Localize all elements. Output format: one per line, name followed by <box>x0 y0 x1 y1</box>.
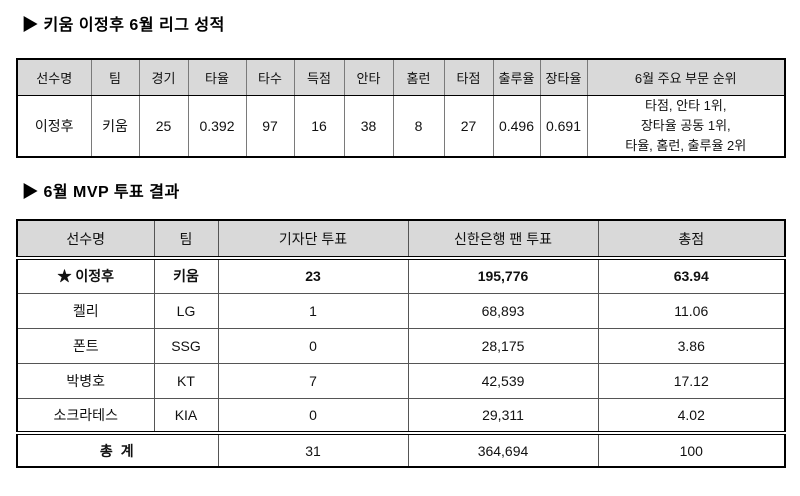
league-header-slg: 장타율 <box>539 59 588 96</box>
league-runs: 16 <box>293 95 345 157</box>
mvp-fan-votes: 28,175 <box>407 328 599 364</box>
mvp-press-votes: 0 <box>217 398 409 434</box>
mvp-player-name: 켈리 <box>16 293 155 329</box>
league-header-runs: 득점 <box>293 59 345 96</box>
mvp-player-name: 폰트 <box>16 328 155 364</box>
mvp-player-name: 소크라테스 <box>16 398 155 434</box>
mvp-total-score: 100 <box>597 431 786 467</box>
mvp-row-leejungho: ★ 이정후 키움 23 195,776 63.94 <box>16 258 786 294</box>
league-avg: 0.392 <box>187 95 247 157</box>
mvp-total-score: 4.02 <box>597 398 786 434</box>
rank-line-2: 장타율 공동 1위, <box>640 117 731 133</box>
league-header-obp: 출루율 <box>492 59 541 96</box>
mvp-total-score: 3.86 <box>597 328 786 364</box>
mvp-fan-votes: 42,539 <box>407 363 599 399</box>
mvp-fan-votes: 29,311 <box>407 398 599 434</box>
mvp-player-name: ★ 이정후 <box>16 258 155 294</box>
league-header-hits: 안타 <box>343 59 394 96</box>
mvp-row-socrates: 소크라테스 KIA 0 29,311 4.02 <box>16 398 786 434</box>
league-rank-cell: 타점, 안타 1위, 장타율 공동 1위, 타율, 홈런, 출루율 2위 <box>586 95 786 157</box>
mvp-team: LG <box>153 293 219 329</box>
mvp-row-parkbyungho: 박병호 KT 7 42,539 17.12 <box>16 363 786 399</box>
league-header-player: 선수명 <box>16 59 92 96</box>
document-page: ▶ 키움 이정후 6월 리그 성적 선수명 팀 경기 타율 타수 득점 안타 홈… <box>16 17 786 468</box>
league-data-row: 이정후 키움 25 0.392 97 16 38 8 27 0.496 0.69… <box>16 95 786 157</box>
league-header-avg: 타율 <box>187 59 247 96</box>
mvp-header-player: 선수명 <box>16 220 155 260</box>
league-header-ab: 타수 <box>245 59 295 96</box>
mvp-row-font: 폰트 SSG 0 28,175 3.86 <box>16 328 786 364</box>
league-header-team: 팀 <box>90 59 140 96</box>
league-hr: 8 <box>392 95 445 157</box>
league-player-name: 이정후 <box>16 95 92 157</box>
mvp-player-name: 박병호 <box>16 363 155 399</box>
rank-line-3: 타율, 홈런, 출루율 2위 <box>625 137 747 153</box>
mvp-total-press: 31 <box>217 431 409 467</box>
league-team: 키움 <box>90 95 140 157</box>
mvp-total-row: 총 계 31 364,694 100 <box>16 431 786 467</box>
rank-line-1: 타점, 안타 1위, <box>645 97 727 113</box>
league-rbi: 27 <box>443 95 494 157</box>
mvp-press-votes: 7 <box>217 363 409 399</box>
league-header-games: 경기 <box>138 59 189 96</box>
mvp-total-score: 11.06 <box>597 293 786 329</box>
mvp-total-score: 63.94 <box>597 258 786 294</box>
league-section-title: ▶ 키움 이정후 6월 리그 성적 <box>22 17 225 34</box>
mvp-press-votes: 0 <box>217 328 409 364</box>
league-header-hr: 홈런 <box>392 59 445 96</box>
mvp-total-label: 총 계 <box>16 431 219 467</box>
league-games: 25 <box>138 95 189 157</box>
league-slg: 0.691 <box>539 95 588 157</box>
mvp-press-votes: 23 <box>217 258 409 294</box>
league-header-rbi: 타점 <box>443 59 494 96</box>
mvp-team: KIA <box>153 398 219 434</box>
mvp-header-team: 팀 <box>153 220 219 260</box>
mvp-header-press: 기자단 투표 <box>217 220 409 260</box>
mvp-total-score: 17.12 <box>597 363 786 399</box>
mvp-team: SSG <box>153 328 219 364</box>
league-header-rank: 6월 주요 부문 순위 <box>586 59 786 96</box>
league-stats-table: 선수명 팀 경기 타율 타수 득점 안타 홈런 타점 출루율 장타율 6월 주요… <box>16 58 786 158</box>
league-obp: 0.496 <box>492 95 541 157</box>
mvp-total-fan: 364,694 <box>407 431 599 467</box>
mvp-header-fan: 신한은행 팬 투표 <box>407 220 599 260</box>
league-hits: 38 <box>343 95 394 157</box>
league-ab: 97 <box>245 95 295 157</box>
mvp-header-total: 총점 <box>597 220 786 260</box>
mvp-press-votes: 1 <box>217 293 409 329</box>
mvp-header-row: 선수명 팀 기자단 투표 신한은행 팬 투표 총점 <box>16 220 786 260</box>
mvp-vote-table: 선수명 팀 기자단 투표 신한은행 팬 투표 총점 ★ 이정후 키움 23 19… <box>16 219 786 468</box>
mvp-fan-votes: 195,776 <box>407 258 599 294</box>
league-header-row: 선수명 팀 경기 타율 타수 득점 안타 홈런 타점 출루율 장타율 6월 주요… <box>16 59 786 96</box>
mvp-team: 키움 <box>153 258 219 294</box>
mvp-fan-votes: 68,893 <box>407 293 599 329</box>
mvp-section-title: ▶ 6월 MVP 투표 결과 <box>22 184 180 201</box>
mvp-team: KT <box>153 363 219 399</box>
mvp-row-kelly: 켈리 LG 1 68,893 11.06 <box>16 293 786 329</box>
